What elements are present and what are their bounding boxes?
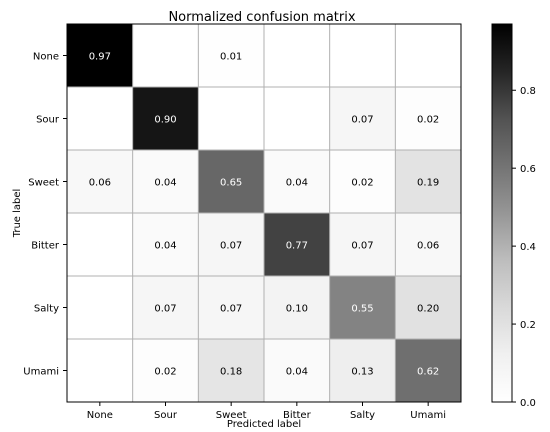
cell-value-label: 0.07 [220,304,242,315]
heatmap-cell [198,150,264,213]
colorbar-tick-label: 0.6 [520,164,536,175]
heatmap-cell [198,87,264,150]
heatmap-cell [329,276,396,339]
heatmap-cell [395,150,461,213]
colorbar [491,23,513,403]
heatmap-cell [264,24,330,87]
heatmap-cell [264,87,330,150]
cell-value-label: 0.18 [220,367,242,378]
plot-frame [66,23,462,403]
x-tick-label: Sour [154,410,178,421]
heatmap-cell [132,24,199,87]
heatmap-cell [395,339,461,402]
cell-value-label: 0.04 [154,178,176,189]
colorbar-tick-label: 0.0 [520,398,536,409]
cell-value-label: 0.04 [154,241,176,252]
cell-value-label: 0.10 [286,304,308,315]
heatmap-cell [264,213,330,276]
heatmap-cell [329,339,396,402]
cell-value-label: 0.62 [417,367,439,378]
heatmap-cell [264,150,330,213]
cell-value-label: 0.07 [351,241,373,252]
colorbar-ticks: 0.0 0.2 0.4 0.6 0.8 [512,86,536,409]
cell-value-label: 0.55 [351,304,373,315]
x-tick-label: Bitter [283,410,312,421]
heatmap-cell [264,276,330,339]
cell-value-label: 0.06 [89,178,111,189]
heatmap-cell [329,87,396,150]
heatmap-cell [395,24,461,87]
heatmap-cell [264,339,330,402]
cell-value-label: 0.02 [351,178,373,189]
x-axis-label: Predicted label [227,419,301,430]
heatmap-cell [329,213,396,276]
heatmap-cell [67,339,133,402]
heatmap-cell [329,24,396,87]
cell-value-label: 0.07 [220,241,242,252]
heatmap-cell [67,213,133,276]
heatmap-cell [198,339,264,402]
x-axis-ticks: None Sour Sweet Bitter Salty Umami [87,402,446,421]
heatmap-cell [329,150,396,213]
heatmap-cell [395,276,461,339]
heatmap-cell [198,276,264,339]
cell-value-label: 0.19 [417,178,439,189]
heatmap-cell [132,213,199,276]
heatmap-cell [132,87,199,150]
heatmap-cell [132,276,199,339]
y-tick-label: None [33,52,59,63]
cell-value-label: 0.06 [417,241,439,252]
cell-value-label: 0.07 [154,304,176,315]
cell-value-label: 0.04 [286,178,308,189]
y-tick-label: Bitter [31,241,60,252]
y-tick-label: Salty [34,304,59,315]
heatmap-cell [395,213,461,276]
cell-value-label: 0.65 [220,178,242,189]
cell-value-label: 0.90 [154,115,176,126]
cell-value-label: 0.77 [286,241,308,252]
cell-value-label: 0.13 [351,367,373,378]
y-tick-label: Sour [36,115,60,126]
cell-value-label: 0.04 [286,367,308,378]
heatmap-grid [67,24,461,402]
heatmap-cell [67,87,133,150]
heatmap-cell [67,24,133,87]
heatmap-cell [67,150,133,213]
x-tick-label: Umami [410,410,446,421]
cell-value-label: 0.01 [220,52,242,63]
cell-value-label: 0.02 [417,115,439,126]
heatmap-cell [198,24,264,87]
cell-value-label: 0.07 [351,115,373,126]
colorbar-tick-label: 0.2 [520,320,536,331]
colorbar-tick-label: 0.4 [520,242,536,253]
cell-value-label: 0.97 [89,52,111,63]
cell-value-label: 0.02 [154,367,176,378]
x-tick-label: None [87,410,113,421]
heatmap-cell [132,339,199,402]
heatmap-cell [67,276,133,339]
chart-title: Normalized confusion matrix [168,10,355,25]
y-axis-label: True label [12,189,23,239]
cell-value-label: 0.20 [417,304,439,315]
heatmap-cells: 0.97 0.01 0.90 0.07 0.02 0.06 0.04 0.65 0.04 0.02… [67,24,461,402]
y-tick-label: Umami [23,367,59,378]
colorbar-tick-label: 0.8 [520,86,536,97]
heatmap-cell [132,150,199,213]
x-tick-label: Sweet [216,410,247,421]
y-axis-ticks: None Sour Sweet Bitter Salty Umami [23,52,67,378]
x-tick-label: Salty [350,410,375,421]
heatmap-cell [395,87,461,150]
y-tick-label: Sweet [28,178,59,189]
heatmap-cell [198,213,264,276]
